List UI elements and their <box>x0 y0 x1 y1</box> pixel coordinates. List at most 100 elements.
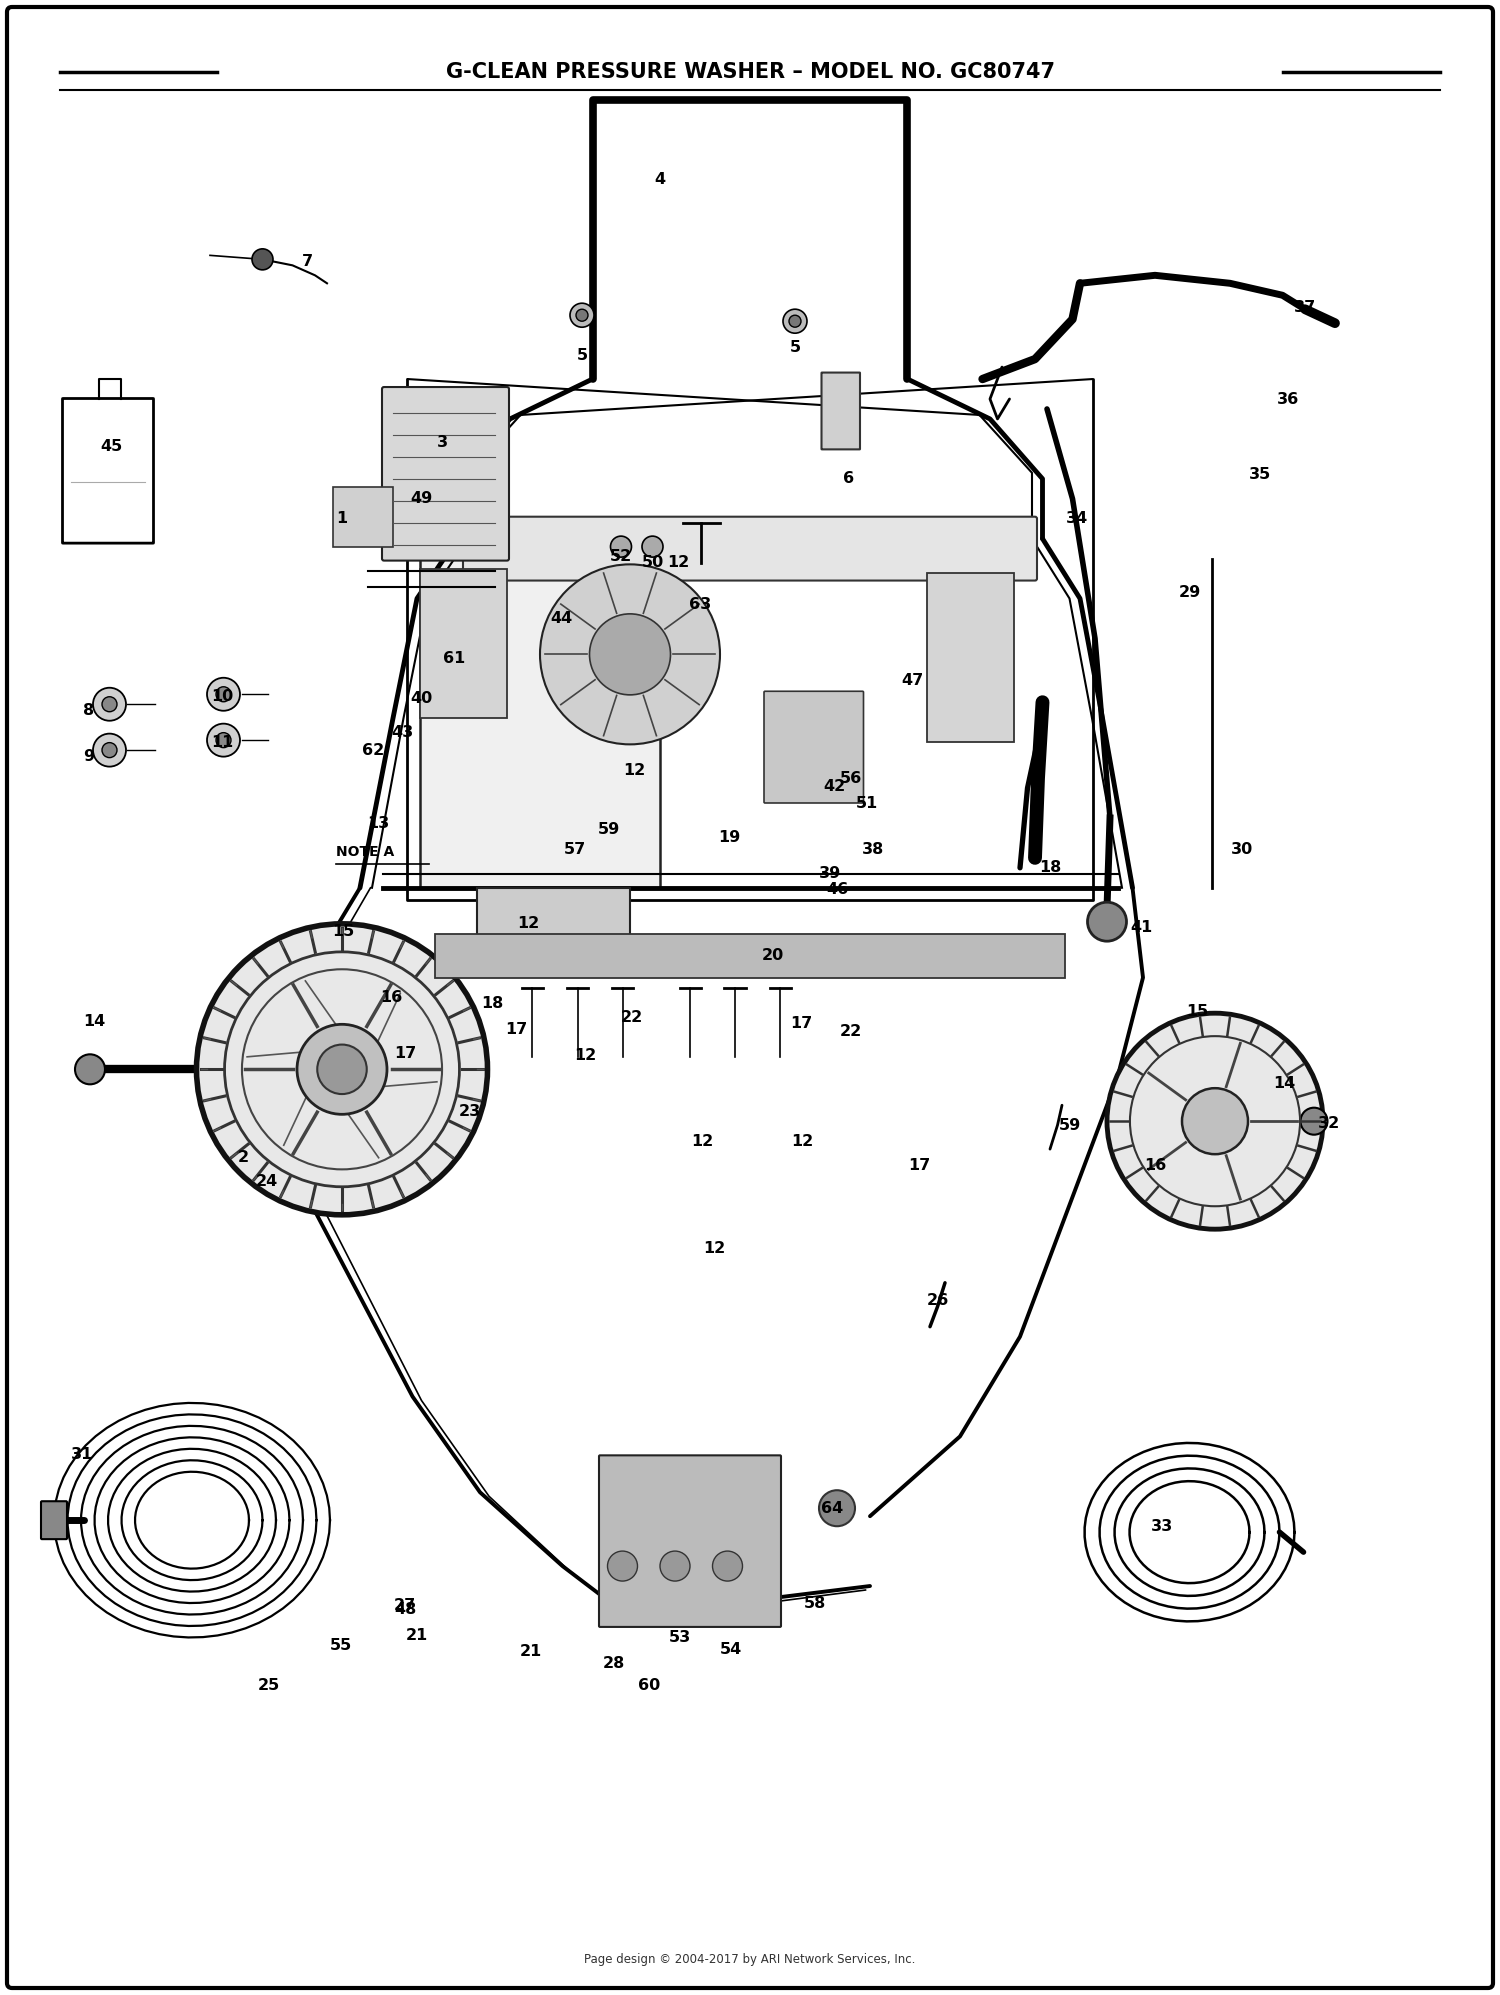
Circle shape <box>75 1053 105 1085</box>
FancyBboxPatch shape <box>764 690 864 804</box>
Text: 47: 47 <box>902 672 922 688</box>
Text: 12: 12 <box>518 916 538 932</box>
Circle shape <box>712 1550 742 1582</box>
Text: 42: 42 <box>824 778 844 794</box>
Text: 9: 9 <box>82 748 94 764</box>
Text: 29: 29 <box>1179 585 1200 600</box>
Text: 12: 12 <box>574 1047 596 1063</box>
Circle shape <box>207 724 240 756</box>
Text: 8: 8 <box>82 702 94 718</box>
Circle shape <box>789 315 801 327</box>
Text: 16: 16 <box>1144 1157 1166 1173</box>
Circle shape <box>102 742 117 758</box>
Circle shape <box>608 1550 638 1582</box>
Circle shape <box>570 303 594 327</box>
FancyBboxPatch shape <box>598 1454 782 1628</box>
FancyBboxPatch shape <box>927 573 1014 742</box>
Text: 17: 17 <box>790 1015 812 1031</box>
Text: 3: 3 <box>436 435 448 451</box>
Text: 23: 23 <box>459 1103 480 1119</box>
FancyBboxPatch shape <box>8 8 1492 1987</box>
Text: 63: 63 <box>690 597 711 612</box>
Text: 5: 5 <box>576 347 588 363</box>
Circle shape <box>297 1023 387 1115</box>
Text: 4: 4 <box>654 172 666 188</box>
Circle shape <box>102 696 117 712</box>
Text: 12: 12 <box>704 1241 724 1257</box>
Text: 21: 21 <box>520 1644 542 1660</box>
Text: 24: 24 <box>256 1173 278 1189</box>
Text: 7: 7 <box>302 253 313 269</box>
Text: 38: 38 <box>862 842 883 858</box>
Text: 64: 64 <box>822 1500 843 1516</box>
Circle shape <box>610 537 632 557</box>
Text: 54: 54 <box>720 1642 741 1658</box>
Text: Page design © 2004-2017 by ARI Network Services, Inc.: Page design © 2004-2017 by ARI Network S… <box>585 1953 915 1965</box>
Text: 13: 13 <box>368 816 388 832</box>
Text: 35: 35 <box>1250 467 1270 483</box>
Text: 36: 36 <box>1278 391 1299 407</box>
Text: 11: 11 <box>211 734 232 750</box>
Circle shape <box>93 688 126 720</box>
Text: G-CLEAN PRESSURE WASHER – MODEL NO. GC80747: G-CLEAN PRESSURE WASHER – MODEL NO. GC80… <box>446 62 1054 82</box>
FancyBboxPatch shape <box>382 387 508 561</box>
Text: 44: 44 <box>550 610 572 626</box>
Circle shape <box>576 309 588 321</box>
Text: 20: 20 <box>762 948 783 964</box>
Text: 15: 15 <box>333 924 354 940</box>
Text: 15: 15 <box>1186 1003 1208 1019</box>
Circle shape <box>216 732 231 748</box>
Circle shape <box>252 249 273 269</box>
Text: 6: 6 <box>843 471 855 487</box>
Text: 22: 22 <box>840 1023 861 1039</box>
Text: 57: 57 <box>564 842 585 858</box>
Text: 5: 5 <box>789 339 801 355</box>
Circle shape <box>642 537 663 557</box>
Text: 39: 39 <box>819 866 840 882</box>
Text: 32: 32 <box>1318 1115 1340 1131</box>
Text: 59: 59 <box>598 822 619 838</box>
Text: 30: 30 <box>1232 842 1252 858</box>
Text: NOTE A: NOTE A <box>336 844 394 860</box>
Text: 37: 37 <box>1294 299 1316 315</box>
Text: 14: 14 <box>1274 1075 1294 1091</box>
Text: 51: 51 <box>856 796 877 812</box>
Text: 40: 40 <box>411 690 432 706</box>
Text: 1: 1 <box>336 511 348 527</box>
Text: 12: 12 <box>792 1133 813 1149</box>
Circle shape <box>660 1550 690 1582</box>
Text: 34: 34 <box>1066 511 1088 527</box>
Text: 31: 31 <box>72 1446 93 1462</box>
Text: 59: 59 <box>1059 1117 1080 1133</box>
FancyBboxPatch shape <box>40 1500 68 1540</box>
Text: 55: 55 <box>330 1638 351 1654</box>
FancyBboxPatch shape <box>63 399 153 543</box>
Text: 21: 21 <box>406 1628 427 1644</box>
FancyBboxPatch shape <box>420 559 660 888</box>
Circle shape <box>1088 902 1126 942</box>
Circle shape <box>1300 1107 1328 1135</box>
Text: 41: 41 <box>1131 920 1152 936</box>
Text: 16: 16 <box>381 990 402 1005</box>
Text: 33: 33 <box>1152 1518 1173 1534</box>
Circle shape <box>93 734 126 766</box>
Text: 49: 49 <box>411 491 432 507</box>
Text: 25: 25 <box>258 1678 279 1694</box>
Text: 28: 28 <box>603 1656 624 1672</box>
Circle shape <box>540 565 720 744</box>
Text: 53: 53 <box>669 1630 690 1646</box>
Text: 26: 26 <box>927 1293 948 1309</box>
Text: 48: 48 <box>394 1602 416 1618</box>
Circle shape <box>216 686 231 702</box>
FancyBboxPatch shape <box>420 569 507 718</box>
FancyBboxPatch shape <box>435 934 1065 978</box>
Text: 10: 10 <box>211 688 232 704</box>
Text: 45: 45 <box>100 439 122 455</box>
Circle shape <box>1107 1013 1323 1229</box>
Text: 17: 17 <box>506 1021 526 1037</box>
Text: 18: 18 <box>1040 860 1060 876</box>
Text: 17: 17 <box>909 1157 930 1173</box>
Text: 14: 14 <box>84 1013 105 1029</box>
FancyBboxPatch shape <box>822 373 860 449</box>
FancyBboxPatch shape <box>333 487 393 547</box>
